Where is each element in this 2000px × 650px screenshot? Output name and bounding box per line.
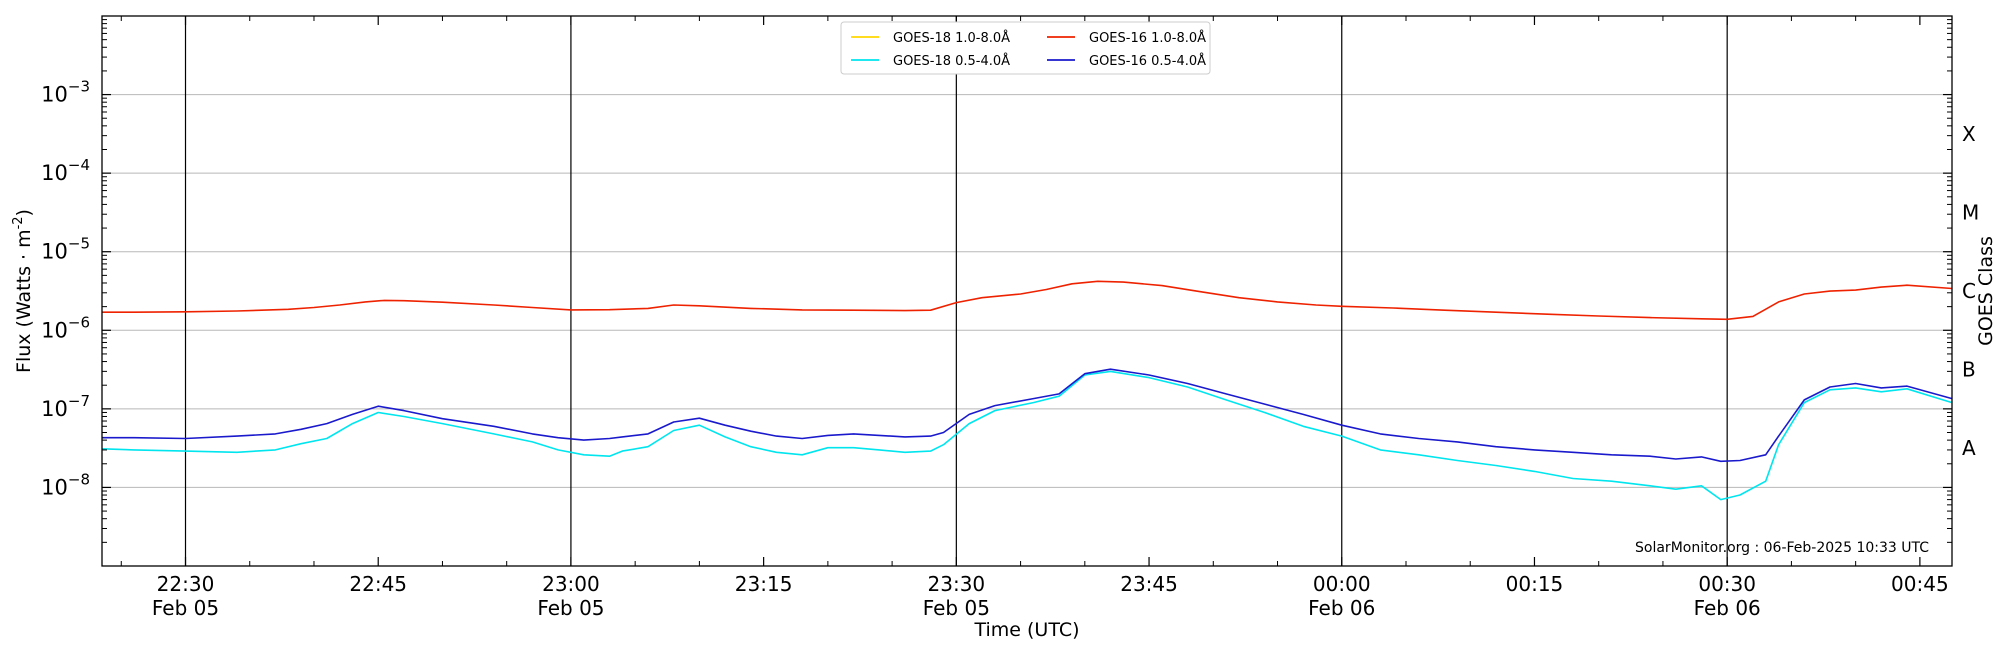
series-layer [101,280,1953,501]
x-tick-date-label: Feb 06 [1694,596,1761,620]
svg-text:Flux (Watts · m-2): Flux (Watts · m-2) [11,209,35,373]
series-line [101,370,1953,501]
y-tick-label: 10−7 [41,392,90,421]
y-tick-label: 10−4 [41,156,90,185]
legend-entry-label: GOES-16 0.5-4.0Å [1089,53,1206,69]
x-tick-time-label: 22:45 [349,572,407,596]
goes-class-label: X [1962,122,1976,146]
y-tick-label: 10−5 [41,235,90,264]
x-axis-label: Time (UTC) [973,619,1079,641]
x-tick-time-label: 23:00 [542,572,600,596]
legend-entry-label: GOES-18 1.0-8.0Å [893,30,1010,46]
x-tick-time-label: 00:15 [1506,572,1564,596]
goes-class-axis-label: GOES Class [1975,236,1997,346]
x-tick-time-label: 23:30 [928,572,986,596]
x-tick-time-label: 22:30 [157,572,215,596]
goes-class-label: C [1962,279,1976,303]
legend-box [840,21,1211,75]
series-line [102,280,1953,321]
x-tick-time-label: 23:45 [1120,572,1178,596]
x-tick-date-label: Feb 05 [152,596,219,620]
goes-class-label: M [1962,200,1979,224]
y-tick-label: 10−6 [41,313,90,342]
series-line [102,368,1953,463]
vertical-day-lines [184,16,1728,566]
y-tick-label: 10−8 [41,470,90,499]
watermark-text: SolarMonitor.org : 06-Feb-2025 10:33 UTC [1635,540,1929,556]
x-tick-time-label: 00:30 [1698,572,1756,596]
legend-entry-label: GOES-18 0.5-4.0Å [893,53,1010,69]
goes-class-label: B [1962,358,1976,382]
x-tick-date-label: Feb 06 [1308,596,1375,620]
legend-entry-label: GOES-16 1.0-8.0Å [1089,30,1206,46]
x-tick-date-label: Feb 05 [537,596,604,620]
grid-layer [102,94,1952,488]
goes-class-label: A [1962,436,1976,460]
x-tick-time-label: 00:45 [1891,572,1949,596]
y-tick-label: 10−3 [41,78,90,107]
x-tick-date-label: Feb 05 [923,596,990,620]
x-tick-time-label: 23:15 [735,572,793,596]
plot-frame [101,15,1953,567]
legend: GOES-18 1.0-8.0Å GOES-18 0.5-4.0Å GOES-16 … [840,21,1211,75]
y-axis-label: Flux (Watts · m-2) [11,209,35,373]
x-tick-time-label: 00:00 [1313,572,1371,596]
